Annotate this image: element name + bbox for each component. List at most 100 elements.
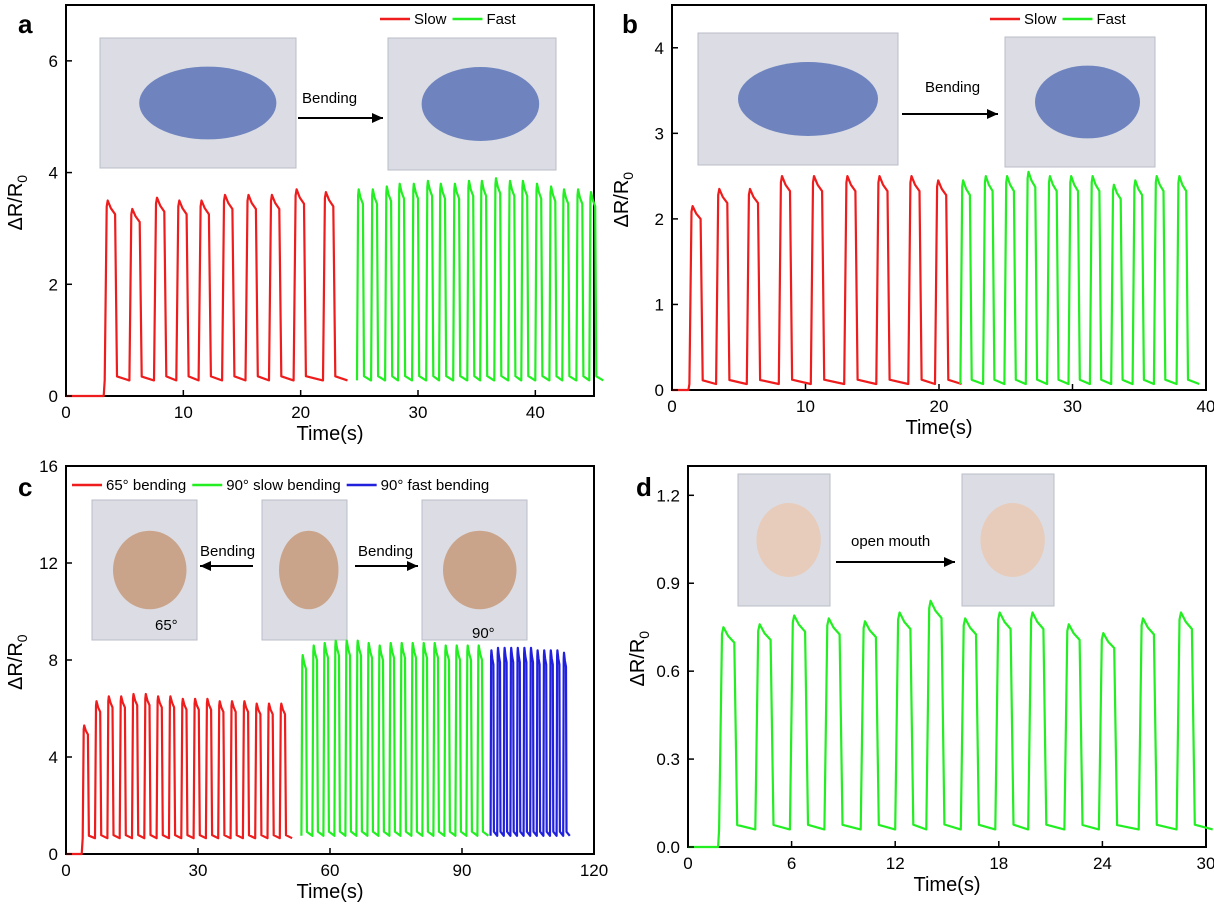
x-tick-label: 40 xyxy=(1197,397,1214,416)
series-line-0 xyxy=(688,599,1213,849)
hand-image xyxy=(738,62,878,136)
photo-inset xyxy=(99,37,297,169)
panel-label: b xyxy=(622,9,638,39)
y-tick-label: 0.0 xyxy=(656,838,680,857)
y-tick-label: 0.6 xyxy=(656,662,680,681)
series-line-1 xyxy=(300,639,490,837)
series-line-0 xyxy=(66,692,293,856)
y-tick-label: 0 xyxy=(49,845,58,864)
photo-inset xyxy=(961,473,1055,607)
y-tick-label: 6 xyxy=(49,52,58,71)
plot-frame xyxy=(687,465,1207,848)
x-tick-label: 30 xyxy=(1063,397,1082,416)
x-tick-label: 30 xyxy=(1197,854,1214,873)
series-line-0 xyxy=(672,175,962,392)
x-tick-label: 0 xyxy=(61,403,70,422)
x-tick-label: 0 xyxy=(61,861,70,880)
legend-entry: Fast xyxy=(1062,11,1127,28)
panel-label: a xyxy=(18,9,33,39)
legend-entry: 90° fast bending xyxy=(346,477,490,494)
series-line-0 xyxy=(66,188,348,398)
y-tick-label: 0.3 xyxy=(656,750,680,769)
y-tick-label: 4 xyxy=(655,39,664,58)
arrow-head xyxy=(407,561,418,571)
arrow-icon xyxy=(200,561,253,571)
y-axis-label: ΔR/R0 xyxy=(627,631,652,687)
legend-entry: Slow xyxy=(990,11,1057,28)
series-line-2 xyxy=(489,646,571,837)
annotation-label: open mouth xyxy=(851,533,930,550)
y-tick-label: 12 xyxy=(39,554,58,573)
hand-image xyxy=(113,530,187,610)
y-tick-label: 0 xyxy=(49,387,58,406)
annotation-label: 65° xyxy=(155,617,178,634)
panel-b: Bending 0 10 20 30 40 0 1 2 3 4 Time(s) ΔR/R0 b Slow Fa… xyxy=(611,4,1214,439)
legend-label: 90° fast bending xyxy=(381,477,490,494)
y-tick-label: 1 xyxy=(655,295,664,314)
legend-entry: 65° bending xyxy=(72,477,186,494)
arrow-icon xyxy=(355,561,418,571)
arrow-head xyxy=(372,113,383,123)
arrow-icon xyxy=(836,557,955,567)
panel-label: c xyxy=(18,472,32,502)
photo-inset xyxy=(421,499,528,641)
face-image xyxy=(980,503,1045,577)
annotation-label: Bending xyxy=(358,543,413,560)
x-tick-label: 20 xyxy=(291,403,310,422)
panel-c: Bending Bending 65° 90° 0 30 60 90 120 0 4 8 12 16 Tim… xyxy=(5,457,608,903)
y-tick-label: 0 xyxy=(655,381,664,400)
y-axis-label: ΔR/R0 xyxy=(611,172,636,228)
legend-label: 65° bending xyxy=(106,477,186,494)
x-tick-label: 0 xyxy=(667,397,676,416)
hand-image xyxy=(279,530,339,610)
annotation-label: Bending xyxy=(200,543,255,560)
x-tick-label: 24 xyxy=(1093,854,1112,873)
hand-image xyxy=(1035,65,1140,139)
x-tick-label: 12 xyxy=(886,854,905,873)
arrow-head xyxy=(200,561,211,571)
hand-image xyxy=(139,66,277,140)
y-tick-label: 2 xyxy=(655,210,664,229)
x-tick-label: 30 xyxy=(409,403,428,422)
arrow-head xyxy=(944,557,955,567)
x-tick-label: 120 xyxy=(580,861,608,880)
legend-label: 90° slow bending xyxy=(226,477,340,494)
y-tick-label: 2 xyxy=(49,275,58,294)
x-tick-label: 90 xyxy=(453,861,472,880)
annotation-label: 90° xyxy=(472,625,495,642)
arrow-head xyxy=(987,109,998,119)
legend-label: Slow xyxy=(414,11,447,28)
legend-label: Fast xyxy=(1097,11,1127,28)
legend-label: Fast xyxy=(487,11,517,28)
panel-label: d xyxy=(636,472,652,502)
photo-inset xyxy=(737,473,831,607)
annotation-label: Bending xyxy=(925,79,980,96)
y-tick-label: 1.2 xyxy=(656,486,680,505)
x-tick-label: 0 xyxy=(683,854,692,873)
face-image xyxy=(756,503,821,577)
photo-inset xyxy=(1004,36,1156,168)
y-tick-label: 4 xyxy=(49,748,58,767)
x-tick-label: 6 xyxy=(787,854,796,873)
arrow-icon xyxy=(902,109,998,119)
photo-inset xyxy=(261,499,348,641)
x-axis-label: Time(s) xyxy=(913,874,980,896)
legend-entry: Fast xyxy=(452,11,517,28)
arrow-icon xyxy=(298,113,383,123)
x-tick-label: 10 xyxy=(174,403,193,422)
photo-inset xyxy=(387,37,557,171)
hand-image xyxy=(421,67,540,141)
panel-a: Bending 0 10 20 30 40 0 2 4 6 Time(s) ΔR/R0 a Slow Fas… xyxy=(5,4,604,445)
legend-entry: Slow xyxy=(380,11,447,28)
annotation-label: Bending xyxy=(302,90,357,107)
x-tick-label: 10 xyxy=(796,397,815,416)
x-axis-label: Time(s) xyxy=(905,417,972,439)
y-tick-label: 3 xyxy=(655,124,664,143)
legend-label: Slow xyxy=(1024,11,1057,28)
x-tick-label: 60 xyxy=(321,861,340,880)
x-tick-label: 30 xyxy=(189,861,208,880)
x-axis-label: Time(s) xyxy=(296,423,363,445)
y-axis-label: ΔR/R0 xyxy=(5,175,30,231)
photo-inset xyxy=(91,499,198,641)
series-line-1 xyxy=(959,170,1200,386)
